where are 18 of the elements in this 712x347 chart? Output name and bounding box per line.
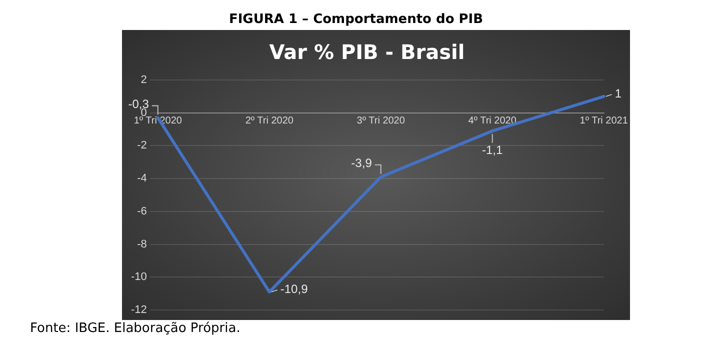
data-label: -10,9 — [280, 282, 308, 296]
y-tick-label: -2 — [137, 140, 147, 152]
data-label: 1 — [614, 86, 622, 101]
source-note: Fonte: IBGE. Elaboração Própria. — [30, 321, 240, 336]
y-tick-label: -8 — [137, 238, 147, 250]
y-tick-label: -4 — [137, 172, 147, 185]
x-tick-label: 4º Tri 2020 — [468, 116, 517, 127]
data-label: -3,9 — [351, 156, 372, 170]
chart-subtitle: Var % PIB - Brasil — [269, 40, 465, 64]
x-tick-label: 3º Tri 2020 — [356, 116, 406, 127]
data-label: -1,1 — [482, 143, 504, 158]
chart-title: FIGURA 1 – Comportamento do PIB — [228, 12, 484, 27]
x-tick-label: 2º Tri 2020 — [245, 116, 294, 127]
y-tick-label: -6 — [137, 205, 147, 218]
y-tick-label: 2 — [140, 74, 147, 86]
x-tick-label: 1º Tri 2021 — [580, 116, 628, 127]
y-tick-label: -12 — [130, 304, 147, 316]
y-tick-label: -10 — [130, 271, 147, 284]
